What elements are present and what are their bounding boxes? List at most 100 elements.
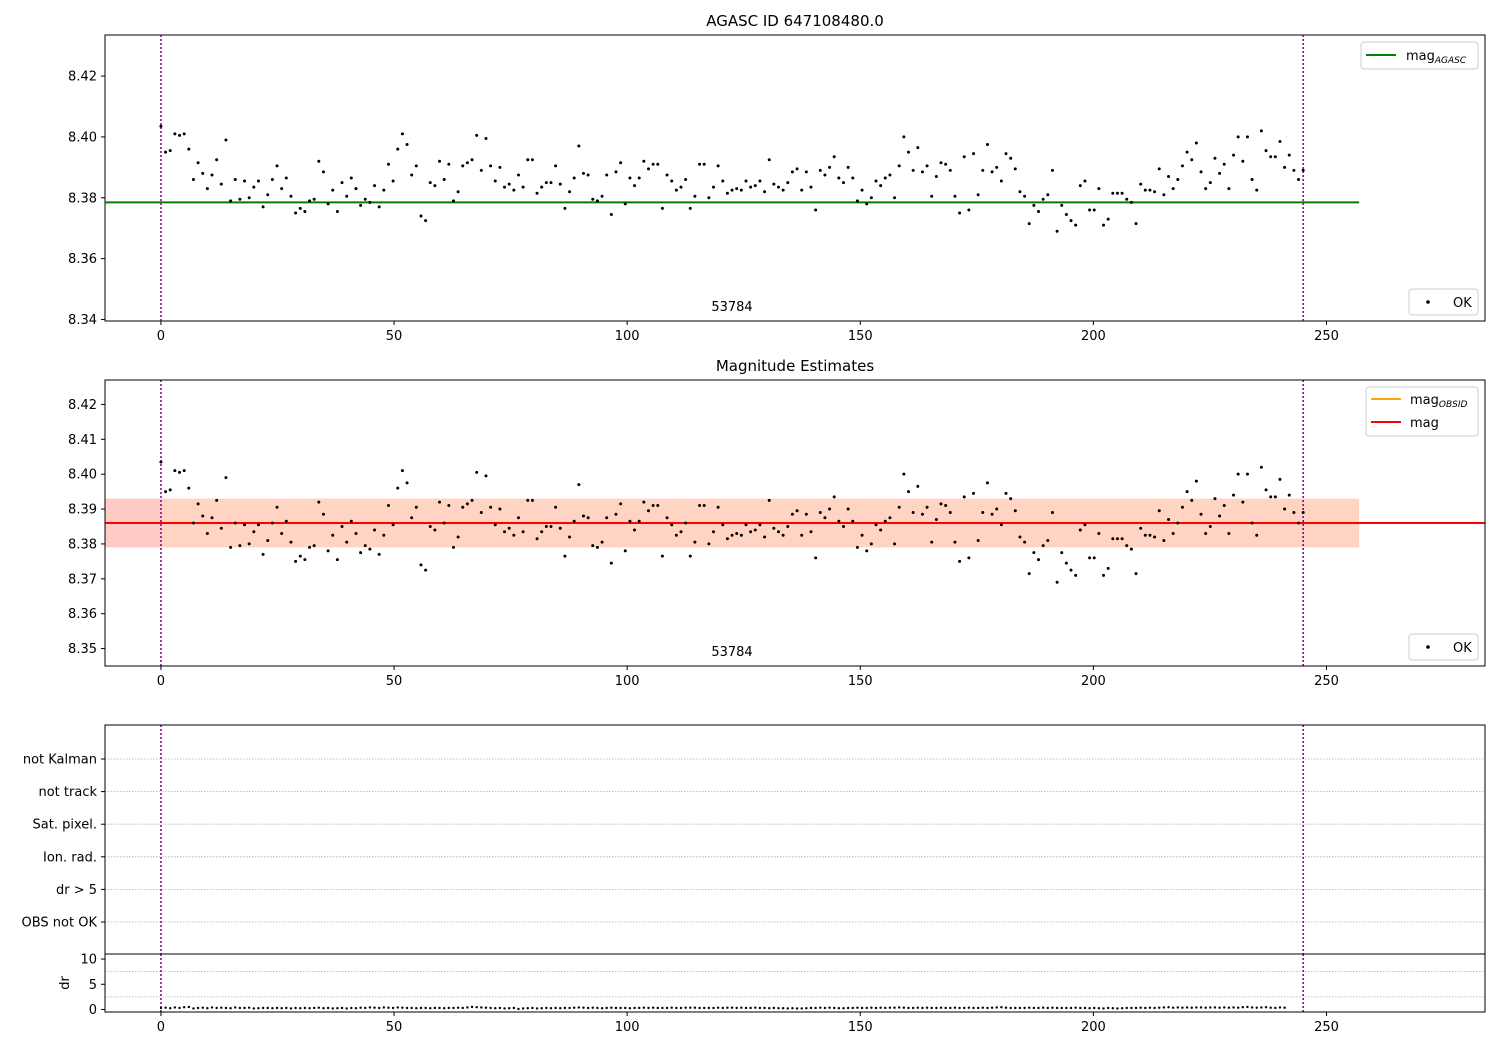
data-point [345, 194, 349, 198]
data-point [405, 143, 409, 147]
data-point [1116, 1007, 1119, 1010]
data-point [419, 214, 423, 218]
data-point [739, 533, 743, 537]
data-point [967, 1006, 971, 1009]
data-point [623, 202, 627, 206]
panel-agasc-obsid-label: 53784 [711, 300, 752, 315]
data-point [229, 545, 233, 549]
data-point [252, 1007, 256, 1010]
data-point [1004, 491, 1008, 495]
data-point [1134, 222, 1138, 226]
data-point [465, 502, 469, 506]
data-point [586, 1006, 590, 1010]
data-point [1051, 1006, 1054, 1009]
data-point [261, 1006, 265, 1010]
data-point [1209, 1006, 1212, 1009]
data-point [646, 167, 650, 171]
data-point [735, 531, 739, 535]
data-point [335, 558, 339, 562]
data-point [610, 1006, 613, 1009]
data-point [744, 1006, 748, 1010]
data-point [865, 549, 869, 553]
data-point [507, 182, 511, 186]
data-point [725, 537, 729, 541]
data-point [1037, 209, 1041, 213]
data-point [758, 523, 762, 527]
data-point [201, 171, 205, 175]
data-point [363, 197, 367, 201]
data-point [637, 519, 641, 523]
data-point [1255, 1006, 1258, 1009]
data-point [368, 547, 372, 551]
data-point [1023, 540, 1027, 544]
data-point [549, 524, 553, 528]
data-point [317, 1006, 321, 1009]
x-tick-label: 50 [386, 674, 403, 689]
data-point [976, 1006, 980, 1010]
data-point [373, 1006, 376, 1009]
data-point [1190, 158, 1194, 162]
legend-ok-label: OK [1453, 296, 1472, 311]
data-point [1092, 556, 1096, 560]
data-point [898, 1006, 901, 1009]
data-point [660, 206, 664, 210]
data-point [870, 1006, 873, 1009]
data-point [1032, 203, 1036, 207]
data-point [930, 540, 934, 544]
data-point [210, 173, 214, 177]
data-point [846, 507, 850, 511]
data-point [768, 1007, 771, 1010]
y-tick-label: 0 [89, 1003, 97, 1018]
x-tick-label: 150 [848, 329, 873, 344]
data-point [930, 1006, 933, 1010]
data-point [1120, 1007, 1124, 1010]
data-point [893, 542, 897, 546]
data-point [247, 1006, 251, 1009]
data-point [396, 486, 400, 490]
data-point [716, 164, 720, 168]
data-point [521, 1007, 525, 1010]
data-point [628, 519, 632, 523]
x-tick-label: 0 [157, 329, 165, 344]
data-point [521, 530, 525, 534]
data-point [577, 1006, 581, 1009]
data-point [503, 185, 507, 189]
data-point [1060, 551, 1064, 555]
data-point [572, 1006, 576, 1009]
data-point [382, 188, 386, 192]
data-point [308, 1007, 311, 1010]
data-point [934, 518, 938, 522]
data-point [790, 170, 794, 174]
data-point [322, 1007, 325, 1010]
data-point [182, 469, 186, 473]
data-point [1134, 572, 1138, 576]
data-point [981, 168, 985, 172]
data-point [781, 533, 785, 537]
data-point [949, 1006, 952, 1010]
panel-dr: 0 50 100 150 200 250 0 5 10 dr [58, 953, 1486, 1035]
data-point [238, 1006, 242, 1010]
data-point [837, 176, 841, 180]
x-tick-label: 250 [1314, 674, 1339, 689]
data-point [577, 144, 581, 148]
data-point [1055, 1006, 1059, 1010]
data-point [442, 521, 446, 525]
data-point [1278, 1006, 1282, 1009]
data-point [517, 1007, 520, 1011]
data-point [1111, 191, 1115, 195]
data-point [856, 1006, 859, 1009]
data-point [1055, 229, 1059, 233]
data-point [312, 197, 316, 201]
data-point [605, 516, 609, 520]
data-point [707, 542, 711, 546]
flag-category-label: OBS not OK [22, 916, 98, 931]
data-point [303, 209, 307, 213]
data-point [958, 211, 962, 215]
data-point [1023, 194, 1027, 198]
data-point [698, 504, 702, 508]
data-point [670, 179, 674, 183]
x-tick-label: 150 [848, 674, 873, 689]
data-point [939, 161, 943, 165]
data-point [1106, 217, 1110, 221]
data-point [879, 528, 883, 532]
